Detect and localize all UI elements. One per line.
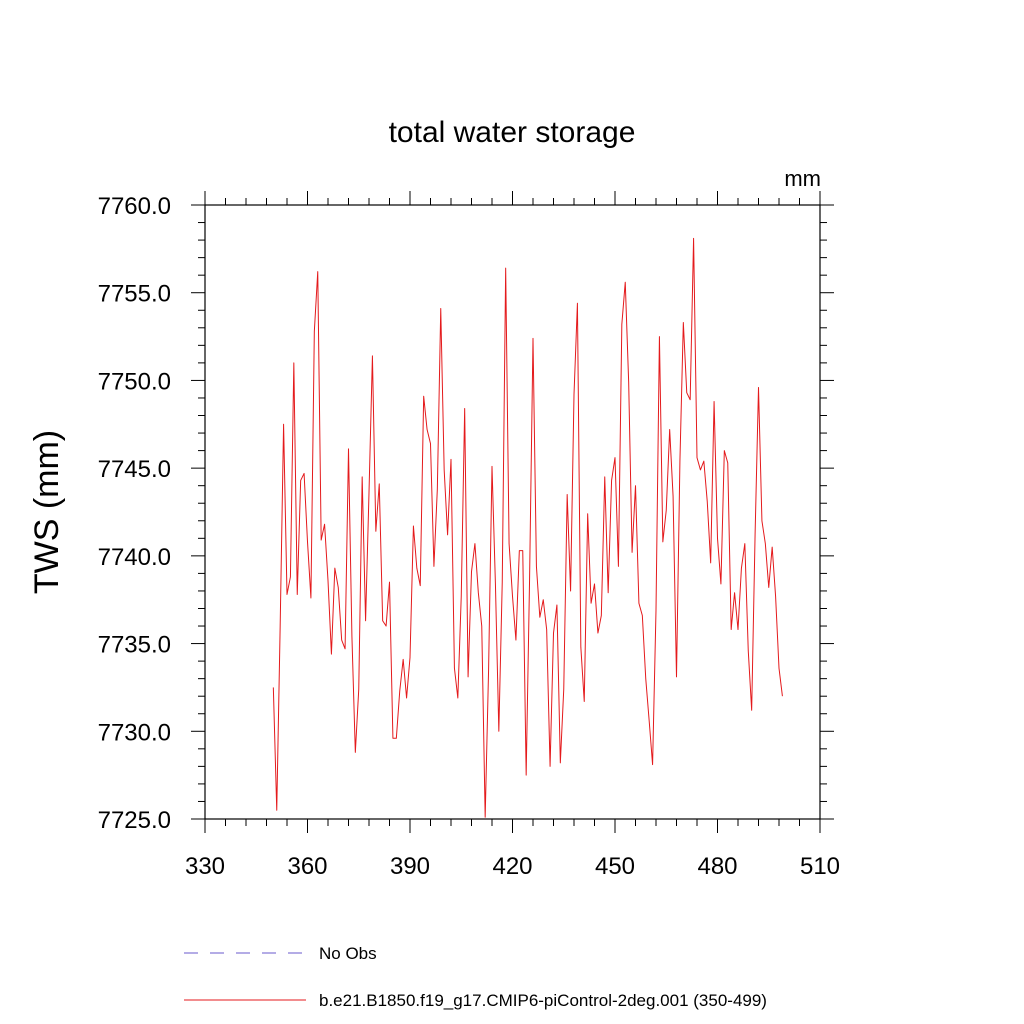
y-tick-label: 7725.0: [98, 807, 171, 834]
x-tick-label: 450: [595, 853, 635, 880]
y-tick-labels: 7725.0 7730.0 7735.0 7740.0 7745.0 7750.0 7755…: [98, 193, 171, 834]
chart-title: total water storage: [389, 116, 636, 149]
series-line: [272, 237, 783, 818]
x-tick-label: 510: [800, 853, 840, 880]
y-axis-label: TWS (mm): [28, 430, 66, 594]
x-tick-label: 480: [697, 853, 737, 880]
legend: No Obs b.e21.B1850.f19_g17.CMIP6-piContr…: [184, 944, 767, 1010]
legend-model-label: b.e21.B1850.f19_g17.CMIP6-piControl-2deg…: [319, 991, 767, 1010]
plot-frame: [204, 204, 821, 820]
x-tick-label: 330: [185, 853, 225, 880]
x-tick-label: 360: [287, 853, 327, 880]
y-tick-label: 7750.0: [98, 368, 171, 395]
y-tick-label: 7745.0: [98, 456, 171, 483]
y-tick-label: 7735.0: [98, 632, 171, 659]
x-tick-labels: 330 360 390 420 450 480 510: [185, 853, 840, 880]
y-tick-label: 7755.0: [98, 281, 171, 308]
x-tick-label: 420: [492, 853, 532, 880]
legend-no-obs-label: No Obs: [319, 944, 377, 963]
units-label: mm: [784, 166, 821, 191]
y-tick-label: 7760.0: [98, 193, 171, 220]
series-lines: [272, 237, 783, 818]
y-tick-label: 7730.0: [98, 719, 171, 746]
axis-ticks: [191, 191, 834, 833]
y-tick-label: 7740.0: [98, 544, 171, 571]
x-tick-label: 390: [390, 853, 430, 880]
